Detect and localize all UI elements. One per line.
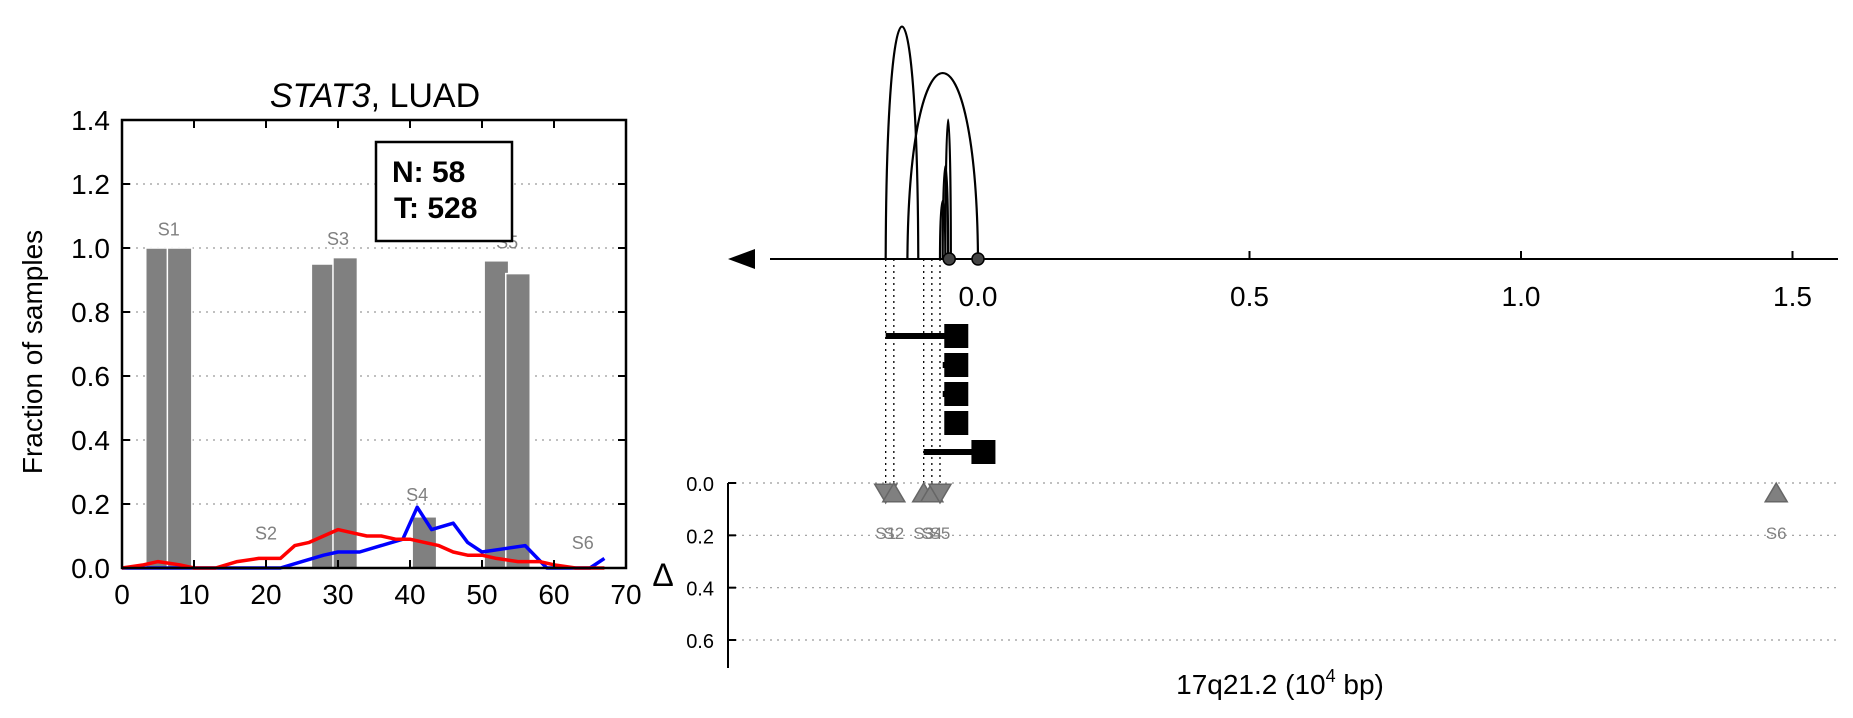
transcript-box: [944, 382, 969, 406]
title-gene: STAT3: [270, 77, 371, 115]
genomic-axis-ticks: 0.0 0.5 1.0 1.5: [959, 251, 1812, 312]
x-tick-label: 50: [466, 579, 497, 610]
transcripts: [885, 324, 996, 464]
y-tick-label: 0.4: [71, 425, 110, 456]
bar: [505, 272, 531, 569]
delta-tick-label: 0.4: [686, 579, 714, 601]
transcript-box: [971, 440, 996, 464]
splice-arc: [906, 72, 980, 260]
x-tick-label: 40: [394, 579, 425, 610]
plot-frame: [120, 118, 628, 570]
site-marker-label: S2: [883, 524, 904, 543]
arc-endpoint-dot: [942, 252, 956, 266]
y-ticks: 0.0 0.2 0.4 0.6 0.8 1.0 1.2 1.4: [71, 105, 626, 584]
chart-title: STAT3, LUAD: [270, 77, 480, 115]
y-tick-label: 1.4: [71, 105, 110, 136]
strand-arrow-icon: [728, 249, 755, 269]
site-label: S6: [572, 533, 594, 553]
arc-endpoints: [942, 252, 985, 266]
site-marker: [927, 483, 953, 505]
delta-grid: [728, 482, 1838, 641]
site-marker-label: S4: [921, 524, 942, 543]
splice-arc: [938, 200, 947, 260]
y-tick-label: 0.8: [71, 297, 110, 328]
x-tick-label: 0: [114, 579, 130, 610]
axis-tick-label: 0.5: [1230, 281, 1269, 312]
delta-tick-label: 0.0: [686, 474, 714, 496]
series-line: [122, 505, 606, 570]
site-marker-label: S3: [913, 524, 934, 543]
x-tick-label: 60: [538, 579, 569, 610]
x-axis-label-main: 17q21.2 (10: [1176, 669, 1325, 700]
x-axis-label: 17q21.2 (104 bp): [1176, 666, 1384, 700]
site-marker: [1763, 481, 1789, 503]
title-rest: , LUAD: [371, 77, 481, 115]
x-tick-label: 10: [178, 579, 209, 610]
site-marker-label: S5: [930, 524, 951, 543]
delta-label: Δ: [652, 557, 673, 593]
bar-chart-panel: STAT3, LUAD Fraction of samples S1 S2 S3 S4…: [17, 77, 642, 610]
splice-arc: [944, 118, 952, 260]
bar: [145, 247, 171, 569]
site-marker: [881, 481, 907, 503]
site-label: S4: [406, 485, 428, 505]
count-legend: N: 58 T: 528: [374, 140, 514, 243]
legend-box: [374, 140, 514, 243]
transcript-box: [944, 353, 969, 377]
y-tick-label: 0.0: [71, 553, 110, 584]
delta-tick-label: 0.6: [686, 631, 714, 653]
bars: [145, 247, 531, 569]
arc-endpoint-dot: [971, 252, 985, 266]
y-axis-label: Fraction of samples: [17, 230, 48, 474]
site-label: S2: [255, 524, 277, 544]
delta-tick-label: 0.2: [686, 526, 714, 548]
site-marker-label: S6: [1766, 524, 1787, 543]
x-tick-label: 70: [610, 579, 641, 610]
y-tick-label: 0.2: [71, 489, 110, 520]
y-tick-label: 1.2: [71, 169, 110, 200]
x-tick-label: 30: [322, 579, 353, 610]
series-lines: [121, 505, 606, 570]
site-guides: [885, 259, 941, 483]
axis-tick-label: 1.5: [1773, 281, 1812, 312]
axis-tick-label: 0.0: [959, 281, 998, 312]
y-grid: [122, 183, 626, 505]
transcript-box: [944, 411, 969, 435]
x-axis-label-sup: 4: [1326, 666, 1336, 686]
splice-arc: [884, 25, 920, 260]
x-axis-label-end: bp): [1336, 669, 1384, 700]
site-marker-label: S1: [875, 524, 896, 543]
splice-arcs: [884, 25, 980, 260]
tumor-count: T: 528: [394, 192, 477, 225]
y-tick-label: 0.6: [71, 361, 110, 392]
x-tick-label: 20: [250, 579, 281, 610]
bar: [483, 260, 510, 569]
x-ticks: 0 10 20 30 40 50 60 70: [114, 120, 642, 610]
site-label: S1: [158, 220, 180, 240]
bar: [310, 263, 337, 569]
delta-ticks: 0.0 0.2 0.4 0.6: [686, 474, 736, 653]
bar: [166, 247, 193, 569]
splice-arc: [941, 164, 950, 260]
site-label: S3: [327, 229, 349, 249]
transcript-box: [944, 324, 969, 348]
y-tick-label: 1.0: [71, 233, 110, 264]
bar: [332, 256, 359, 569]
normal-count: N: 58: [392, 156, 465, 189]
axis-tick-label: 1.0: [1502, 281, 1541, 312]
